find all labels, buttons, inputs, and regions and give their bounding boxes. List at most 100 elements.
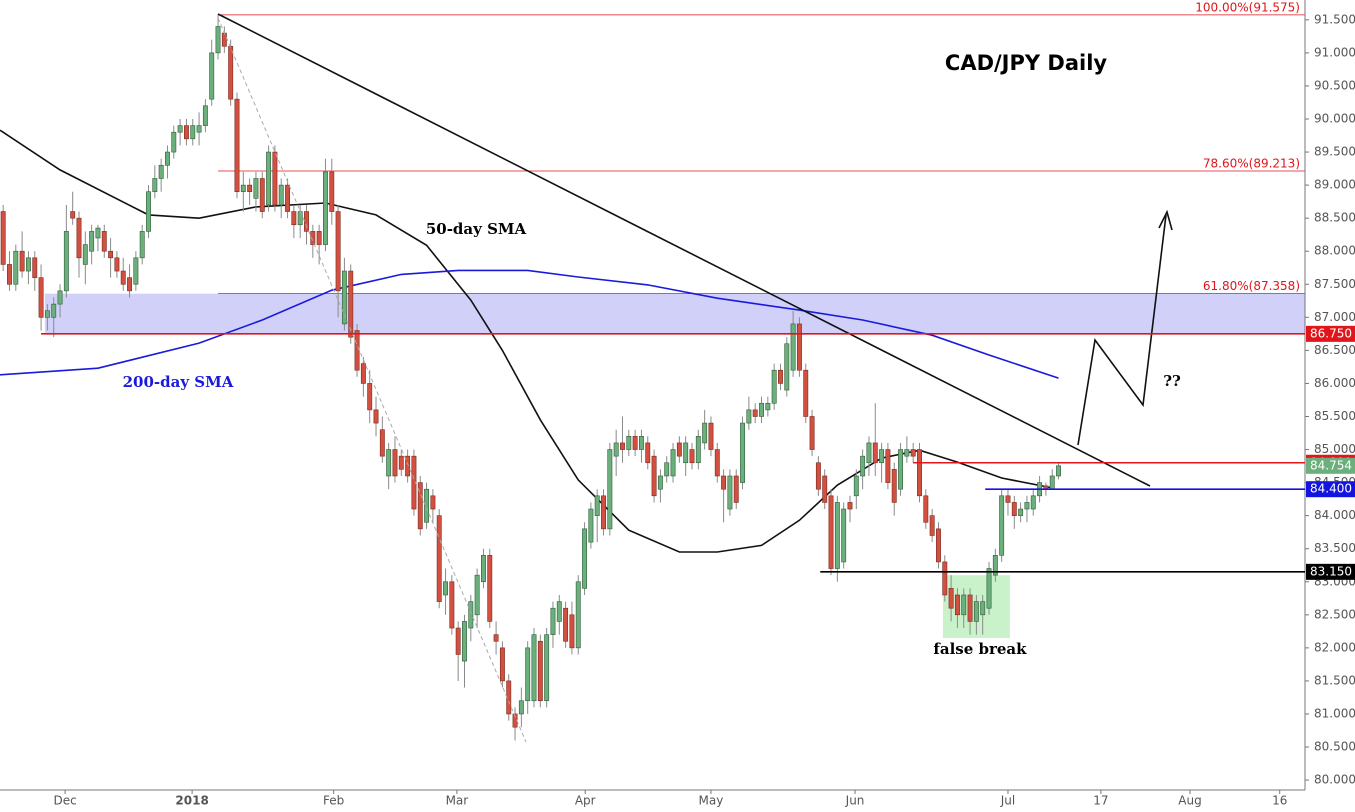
candle-body [790, 323, 796, 371]
candle-body [980, 601, 986, 616]
candle-body [765, 402, 771, 411]
candle-body [259, 178, 265, 212]
candle-body [657, 475, 663, 490]
y-tick-label: 86.500 [1314, 343, 1355, 357]
candle-body [329, 171, 335, 212]
candle-body [917, 449, 922, 497]
candle-body [354, 330, 360, 371]
y-tick-label: 90.500 [1314, 78, 1355, 92]
candle-body [740, 422, 746, 483]
candle-body [834, 502, 840, 569]
candle-body [291, 211, 297, 226]
price-tag-label: 86.750 [1310, 326, 1352, 340]
candle-body [493, 634, 499, 642]
candle-body [171, 131, 177, 153]
candle-body [898, 449, 903, 490]
x-tick-label: Mar [446, 794, 469, 808]
candle-body [7, 264, 12, 285]
question-label: ?? [1163, 372, 1181, 390]
price-tag [1306, 563, 1355, 580]
candle-body [499, 647, 505, 682]
candle-body [910, 449, 916, 457]
candle-body [1030, 495, 1036, 510]
candle-body [841, 508, 847, 563]
candle-body [872, 442, 878, 464]
candle-body [323, 171, 328, 245]
candle-body [582, 528, 588, 589]
fib-label: 61.80%(87.358) [1203, 279, 1300, 293]
y-tick-label: 88.000 [1314, 244, 1355, 258]
candle-body [550, 607, 556, 635]
candle-body [601, 495, 606, 530]
candle-body [992, 555, 998, 576]
y-tick-label: 80.000 [1314, 773, 1355, 787]
candle-body [13, 250, 19, 285]
candle-body [778, 369, 783, 384]
candle-body [695, 436, 701, 464]
y-tick-label: 81.000 [1314, 706, 1355, 720]
candle-body [891, 469, 897, 503]
candle-body [847, 502, 853, 510]
candle-body [556, 601, 562, 622]
candle-body [986, 568, 992, 609]
candle-body [240, 184, 246, 193]
y-tick-label: 89.000 [1314, 178, 1355, 192]
candle-body [247, 184, 253, 193]
candle-body [607, 449, 613, 530]
zone [44, 293, 1305, 334]
candle-body [531, 634, 537, 702]
candle-body [341, 270, 347, 325]
candle-body [1011, 502, 1017, 516]
candle-body [1024, 502, 1030, 510]
candle-body [146, 191, 151, 232]
candle-body [638, 436, 644, 450]
candle-body [853, 475, 859, 497]
candle-body [809, 416, 815, 450]
candle-body [632, 436, 638, 450]
candle-body [771, 369, 777, 404]
candle-body [392, 449, 398, 477]
candle-body [398, 455, 404, 470]
candle-body [967, 594, 973, 622]
candle-body [455, 627, 461, 655]
candle-body [430, 495, 436, 510]
price-tag-label: 83.150 [1310, 564, 1352, 578]
candle-body [152, 178, 158, 193]
candle-body [386, 449, 392, 477]
candle-body [664, 462, 670, 477]
candle-body [101, 231, 107, 252]
candle-body [923, 495, 929, 523]
fib-label: 78.60%(89.213) [1203, 157, 1300, 171]
candle-body [815, 462, 821, 490]
candle-body [424, 488, 430, 523]
candle-body [183, 125, 189, 140]
x-tick-label: Dec [53, 794, 76, 808]
candle-body [822, 475, 828, 503]
candle-body [544, 634, 550, 702]
candle-body [670, 449, 676, 477]
candle-body [866, 442, 872, 464]
y-tick-label: 84.000 [1314, 508, 1355, 522]
x-tick-label: 17 [1093, 794, 1108, 808]
candle-body [108, 250, 114, 259]
candle-body [759, 402, 764, 417]
x-tick-label: 2018 [175, 794, 208, 808]
candle-body [948, 588, 954, 609]
candle-body [651, 455, 657, 497]
candle-body [803, 369, 809, 417]
arrow-head [1158, 209, 1173, 231]
candle-body [310, 231, 316, 245]
candle-body [708, 422, 714, 450]
candle-body [266, 151, 272, 206]
candle-body [436, 515, 442, 602]
candle-body [127, 277, 133, 292]
sma-line [0, 269, 1059, 379]
candle-body [929, 515, 935, 536]
candle-body [443, 581, 448, 596]
candle-body [63, 231, 69, 292]
candle-body [278, 184, 284, 206]
y-tick-label: 81.500 [1314, 673, 1355, 687]
y-tick-label: 82.000 [1314, 640, 1355, 654]
